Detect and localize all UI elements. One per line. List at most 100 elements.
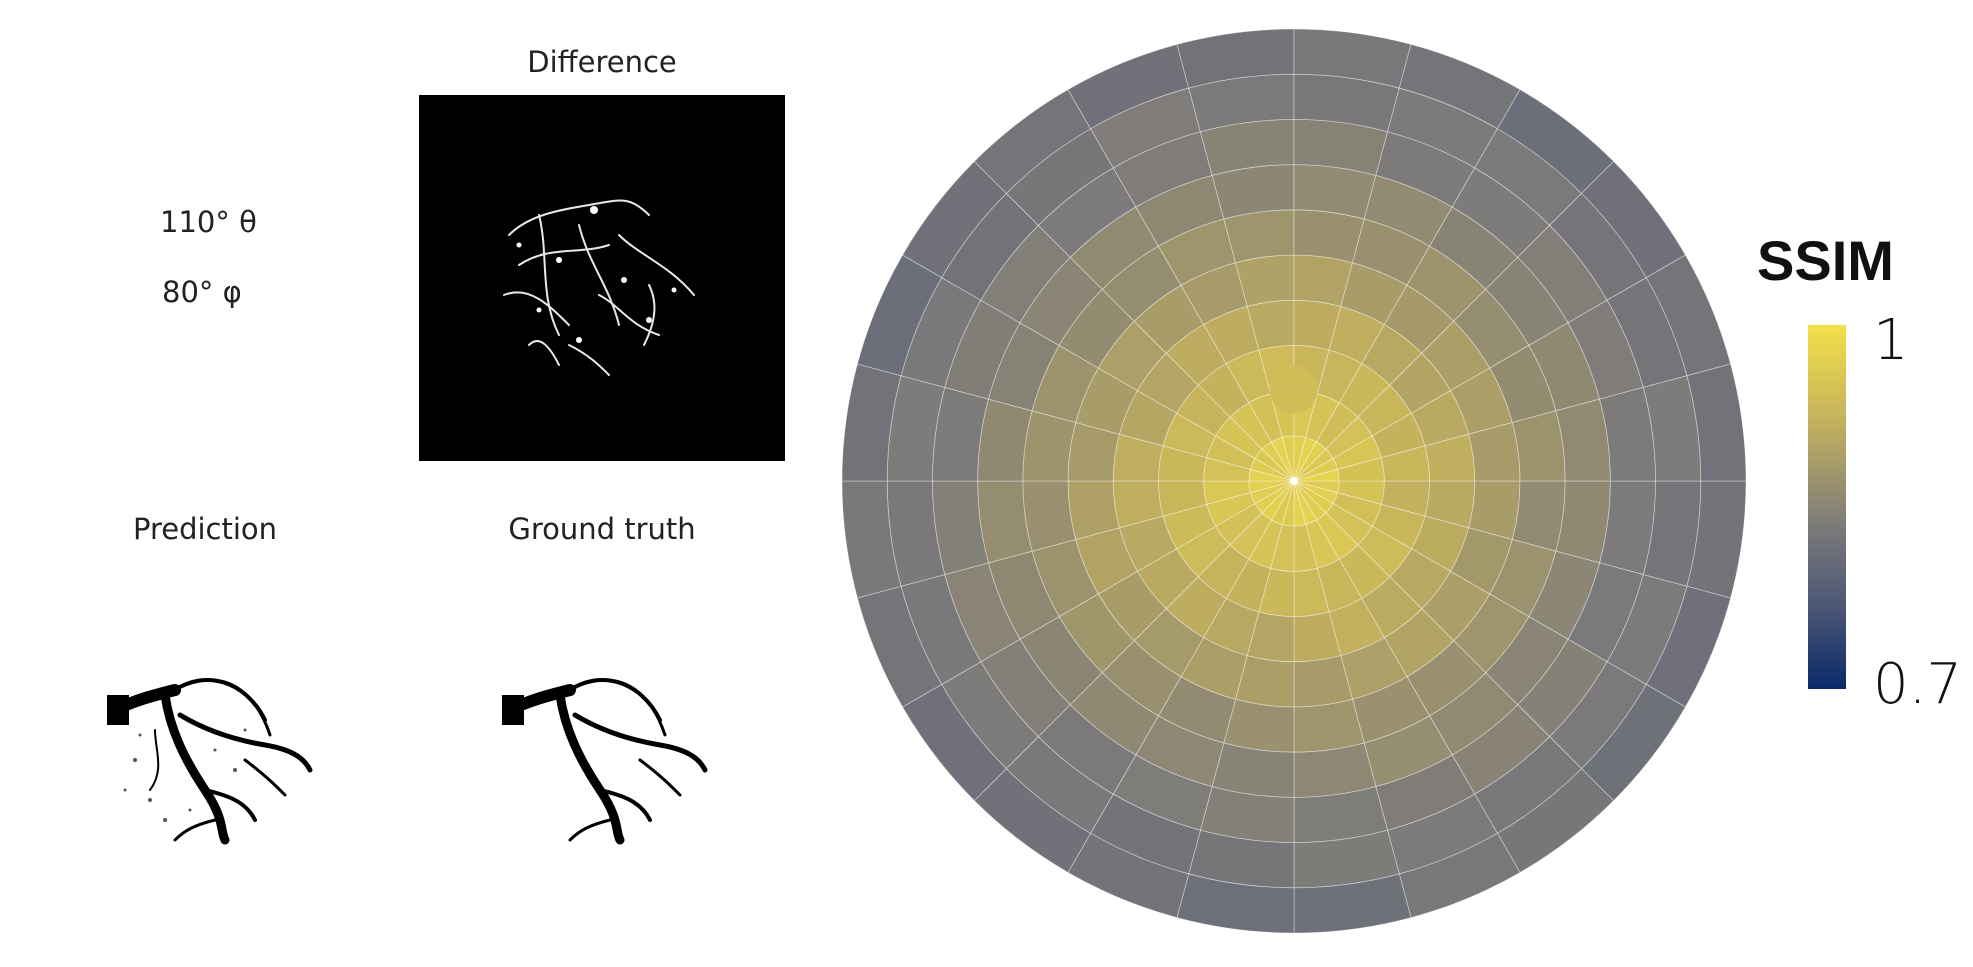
heatmap-cell xyxy=(1223,209,1295,264)
heatmap-cell xyxy=(1215,503,1263,546)
theta-label: 110° θ xyxy=(160,205,257,239)
heatmap-cell xyxy=(856,254,943,377)
heatmap-cell xyxy=(1387,87,1498,169)
heatmap-cell xyxy=(1305,393,1340,443)
heatmap-cell xyxy=(1380,445,1431,482)
heatmap-cell xyxy=(902,160,1007,279)
heatmap-cell xyxy=(1316,402,1359,450)
heatmap-cell xyxy=(1468,480,1521,540)
heatmap-cell xyxy=(1293,698,1365,753)
heatmap-cell xyxy=(973,89,1092,194)
heatmap-cell xyxy=(1157,218,1236,286)
heatmap-cell xyxy=(1197,544,1250,599)
heatmap-cell xyxy=(1031,539,1099,618)
heatmap-cell xyxy=(1293,209,1365,264)
heatmap-cell xyxy=(1136,548,1199,610)
heatmap-cell xyxy=(1067,422,1120,482)
heatmap-cell xyxy=(1645,254,1732,377)
heatmap-cell xyxy=(1511,480,1566,552)
heatmap-cell xyxy=(1389,352,1452,414)
colorbar xyxy=(1808,325,1846,689)
ground-truth-image xyxy=(490,640,720,860)
heatmap-cell xyxy=(1686,363,1747,482)
heatmap-cell xyxy=(1157,676,1236,744)
heatmap-cell xyxy=(1022,410,1077,482)
heatmap-cell xyxy=(1258,567,1295,618)
heatmap-cell xyxy=(902,683,1007,802)
heatmap-cell xyxy=(1496,89,1615,194)
heatmap-cell xyxy=(1090,793,1201,875)
heatmap-cell xyxy=(1363,715,1453,788)
heatmap-cell xyxy=(1325,503,1373,546)
heatmap-cell xyxy=(1606,574,1688,685)
heatmap-cell xyxy=(1338,363,1391,418)
heatmap-cell xyxy=(1642,375,1702,482)
heatmap-cell xyxy=(1316,349,1363,404)
heatmap-cell xyxy=(1316,512,1359,560)
heatmap-cell xyxy=(1075,527,1138,595)
heatmap-cell xyxy=(1468,422,1521,482)
heatmap-cell xyxy=(1293,254,1353,307)
heatmap-cell xyxy=(1387,793,1498,875)
heatmap-cell xyxy=(987,550,1060,640)
heatmap-cell xyxy=(1424,480,1476,529)
difference-title: Difference xyxy=(527,45,677,79)
heatmap-cell xyxy=(1176,384,1231,437)
heatmap-cell xyxy=(1293,480,1327,521)
heatmap-cell xyxy=(1383,284,1455,354)
heatmap-cell xyxy=(1581,683,1686,802)
heatmap-cell xyxy=(1112,433,1164,482)
colorbar-min-label: 0.7 xyxy=(1873,652,1963,717)
heatmap-cell xyxy=(1133,284,1205,354)
heatmap-cell xyxy=(1361,576,1423,639)
ground-truth-vessel-tree xyxy=(502,678,708,845)
heatmap-cell xyxy=(1357,525,1412,578)
prediction-image xyxy=(95,640,325,860)
heatmap-cell xyxy=(1383,608,1455,678)
heatmap-cell xyxy=(1215,416,1263,459)
heatmap-cell xyxy=(1293,448,1334,482)
colorbar-max-label: 1 xyxy=(1873,308,1909,373)
heatmap-cell xyxy=(1180,637,1248,700)
view-position-marker[interactable] xyxy=(1269,365,1318,414)
prediction-vessel-tree xyxy=(107,678,313,845)
heatmap-cell xyxy=(900,574,982,685)
prediction-title: Prediction xyxy=(132,512,278,546)
heatmap-cell xyxy=(1332,492,1382,527)
heatmap-cell xyxy=(1421,320,1491,392)
heatmap-cell xyxy=(1474,128,1583,226)
heatmap-cell xyxy=(1293,299,1342,351)
heatmap-cell xyxy=(1248,519,1283,569)
heatmap-cell xyxy=(900,277,982,388)
heatmap-cell xyxy=(856,585,943,708)
polar-center-marker xyxy=(1290,477,1298,485)
difference-vessel-residue xyxy=(503,199,695,376)
heatmap-cell xyxy=(1031,344,1099,423)
heatmap-cell xyxy=(1097,570,1167,642)
heatmap-cell xyxy=(1162,412,1217,459)
heatmap-cell xyxy=(1180,262,1248,325)
heatmap-cell xyxy=(1305,519,1340,569)
heatmap-cell xyxy=(1371,503,1426,550)
heatmap-cell xyxy=(1223,698,1295,753)
heatmap-cell xyxy=(1229,512,1272,560)
heatmap-cell xyxy=(1067,43,1190,130)
heatmap-cell xyxy=(1424,433,1476,482)
heatmap-cell xyxy=(1229,402,1272,450)
heatmap-cell xyxy=(1380,480,1431,517)
heatmap-cell xyxy=(1352,218,1431,286)
heatmap-cell xyxy=(1337,457,1385,482)
heatmap-cell xyxy=(1022,480,1077,552)
heatmap-cell xyxy=(1075,367,1138,435)
heatmap-cell xyxy=(1165,323,1227,386)
heatmap-cell xyxy=(1157,445,1208,482)
heatmap-cell xyxy=(1489,344,1557,423)
heatmap-cell xyxy=(1090,87,1201,169)
difference-image xyxy=(419,95,785,461)
heatmap-cell xyxy=(1325,416,1373,459)
heatmap-cell xyxy=(1225,558,1272,613)
heatmap-cell xyxy=(1206,435,1256,470)
heatmap-cell xyxy=(1246,611,1295,663)
heatmap-cell xyxy=(1206,492,1256,527)
heatmap-cell xyxy=(1489,539,1557,618)
